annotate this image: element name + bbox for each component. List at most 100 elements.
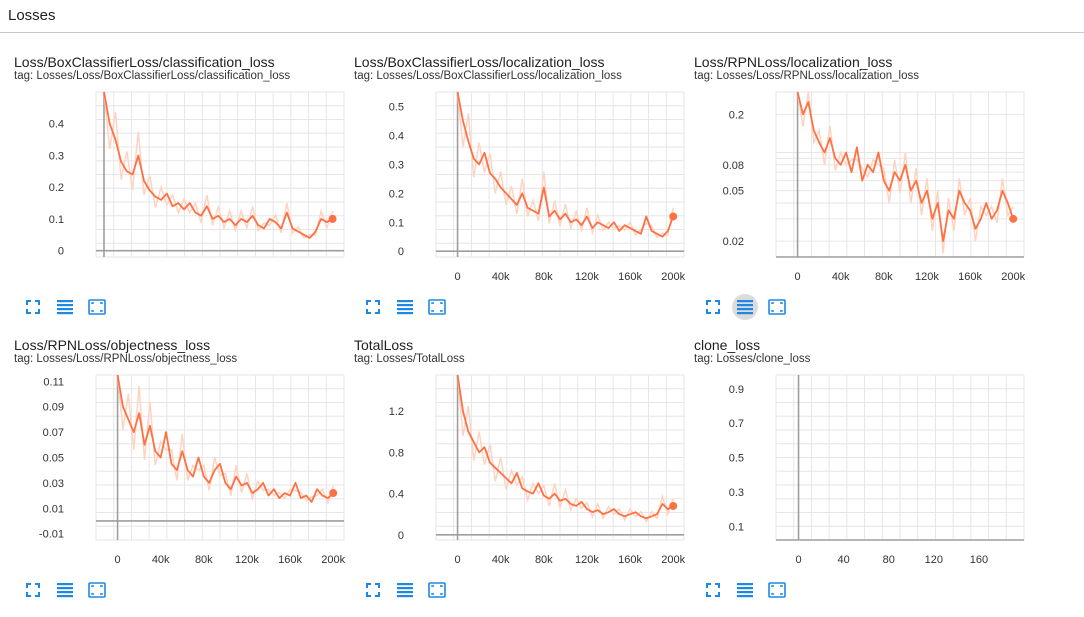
- fit-domain-button[interactable]: [20, 577, 46, 603]
- grid: [775, 374, 1025, 541]
- x-tick-label: 40k: [152, 554, 170, 566]
- toggle-log-scale-button[interactable]: [392, 577, 418, 603]
- last-point-marker: [328, 214, 337, 223]
- line-chart[interactable]: 1.2 0.8 0.4 0 0 40k 80k 120k 160k 200k: [354, 367, 694, 577]
- chart-tag: tag: Losses/TotalLoss: [354, 353, 465, 365]
- y-tick-label: 0.5: [389, 101, 404, 113]
- chart-title: TotalLoss: [354, 337, 414, 353]
- x-tick-label: 160k: [618, 554, 642, 566]
- smoothed-series-line: [103, 91, 334, 239]
- fit-domain-button[interactable]: [20, 294, 46, 320]
- y-tick-label: 0.02: [723, 236, 744, 248]
- y-tick-label: 0.1: [729, 521, 744, 533]
- y-tick-label: 0.03: [43, 478, 64, 490]
- expand-chart-icon: [768, 582, 786, 598]
- y-tick-label: 0.9: [729, 384, 744, 396]
- y-tick-label: 0.3: [49, 150, 64, 162]
- grid: [775, 91, 1025, 257]
- x-tick-label: 40k: [492, 554, 510, 566]
- y-tick-label: 0.1: [49, 214, 64, 226]
- toggle-log-scale-icon: [57, 583, 73, 598]
- chart-title: Loss/BoxClassifierLoss/localization_loss: [354, 54, 605, 70]
- x-tick-label: 40k: [492, 271, 510, 283]
- x-tick-label: 120k: [575, 554, 599, 566]
- raw-series-line: [456, 91, 674, 239]
- expand-chart-icon: [428, 299, 446, 315]
- y-tick-label: 0.3: [729, 487, 744, 499]
- expand-chart-button[interactable]: [84, 577, 110, 603]
- y-tick-label: 0.5: [729, 453, 744, 465]
- fit-domain-button[interactable]: [700, 577, 726, 603]
- y-tick-label: 0.3: [389, 159, 404, 171]
- smoothed-series-line: [456, 374, 674, 520]
- y-tick-label: 0.05: [723, 186, 744, 198]
- toggle-log-scale-icon: [57, 300, 73, 315]
- toggle-log-scale-button[interactable]: [732, 577, 758, 603]
- fit-domain-icon: [366, 300, 380, 314]
- x-tick-label: 160k: [278, 554, 302, 566]
- line-chart[interactable]: 0.9 0.7 0.5 0.3 0.1 0 40 80 120 160: [694, 367, 1034, 577]
- fit-domain-icon: [706, 300, 720, 314]
- toggle-log-scale-button[interactable]: [732, 294, 758, 320]
- chart-title: Loss/BoxClassifierLoss/classification_lo…: [14, 54, 275, 70]
- x-tick-label: 160k: [958, 271, 982, 283]
- raw-series-line: [456, 374, 674, 524]
- smoothed-series-line: [116, 374, 334, 503]
- line-chart[interactable]: 0.11 0.09 0.07 0.05 0.03 0.01 -0.01 0 40k 80k 120k…: [14, 367, 354, 577]
- last-point-marker: [329, 489, 338, 498]
- chart-tag: tag: Losses/clone_loss: [694, 353, 811, 365]
- chart-tag: tag: Losses/Loss/BoxClassifierLoss/local…: [354, 70, 622, 82]
- y-tick-label: 0.2: [389, 188, 404, 200]
- x-tick-label: 0: [455, 554, 461, 566]
- expand-chart-button[interactable]: [764, 577, 790, 603]
- fit-domain-button[interactable]: [360, 577, 386, 603]
- category-title: Losses: [8, 7, 56, 24]
- expand-chart-icon: [428, 582, 446, 598]
- grid: [435, 374, 685, 541]
- y-tick-label: 0: [58, 246, 64, 258]
- x-tick-label: 0: [795, 554, 801, 566]
- fit-domain-icon: [366, 583, 380, 597]
- toggle-log-scale-icon: [397, 300, 413, 315]
- expand-chart-button[interactable]: [424, 577, 450, 603]
- fit-domain-icon: [26, 583, 40, 597]
- page-header: Losses: [0, 0, 1084, 33]
- chart-card-rpn-localization-loss: Loss/RPNLoss/localization_loss tag: Loss…: [694, 54, 1034, 334]
- expand-chart-button[interactable]: [764, 294, 790, 320]
- chart-card-total-loss: TotalLoss tag: Losses/TotalLoss 1.2 0.8 0.…: [354, 337, 694, 617]
- grid: [95, 374, 345, 541]
- chart-tag: tag: Losses/Loss/RPNLoss/localization_lo…: [694, 70, 920, 82]
- x-tick-label: 80k: [535, 554, 553, 566]
- x-tick-label: 160: [970, 554, 988, 566]
- y-tick-label: 0.4: [389, 130, 404, 142]
- chart-title: Loss/RPNLoss/localization_loss: [694, 54, 893, 70]
- y-tick-label: 0: [398, 530, 404, 542]
- chart-title: clone_loss: [694, 337, 761, 353]
- fit-domain-button[interactable]: [360, 294, 386, 320]
- line-chart[interactable]: 0.2 0.08 0.05 0.02 0 40k 80k 120k 160k 200k: [694, 84, 1034, 294]
- chart-tag: tag: Losses/Loss/RPNLoss/objectness_loss: [14, 353, 238, 365]
- grid: [435, 91, 685, 258]
- y-tick-label: 0.07: [43, 427, 64, 439]
- y-tick-label: 0.4: [389, 489, 404, 501]
- line-chart[interactable]: 0.5 0.4 0.3 0.2 0.1 0 0 40k 80k 120k 160k 200k: [354, 84, 694, 294]
- line-chart[interactable]: 0.4 0.3 0.2 0.1 0: [14, 84, 354, 294]
- toggle-log-scale-button[interactable]: [52, 577, 78, 603]
- raw-series-line: [796, 91, 1014, 254]
- expand-chart-icon: [88, 299, 106, 315]
- toggle-log-scale-button[interactable]: [52, 294, 78, 320]
- toggle-log-scale-icon: [737, 583, 753, 598]
- chart-tag: tag: Losses/Loss/BoxClassifierLoss/class…: [14, 70, 291, 82]
- x-tick-label: 120: [925, 554, 943, 566]
- y-tick-label: 0.08: [723, 160, 744, 172]
- fit-domain-button[interactable]: [700, 294, 726, 320]
- x-tick-label: 80k: [535, 271, 553, 283]
- expand-chart-button[interactable]: [424, 294, 450, 320]
- y-tick-label: 0.2: [49, 182, 64, 194]
- y-tick-label: 0.1: [389, 217, 404, 229]
- x-tick-label: 80k: [195, 554, 213, 566]
- chart-card-box-localization-loss: Loss/BoxClassifierLoss/localization_loss…: [354, 54, 694, 334]
- chart-card-classification-loss: Loss/BoxClassifierLoss/classification_lo…: [14, 54, 354, 334]
- expand-chart-button[interactable]: [84, 294, 110, 320]
- toggle-log-scale-button[interactable]: [392, 294, 418, 320]
